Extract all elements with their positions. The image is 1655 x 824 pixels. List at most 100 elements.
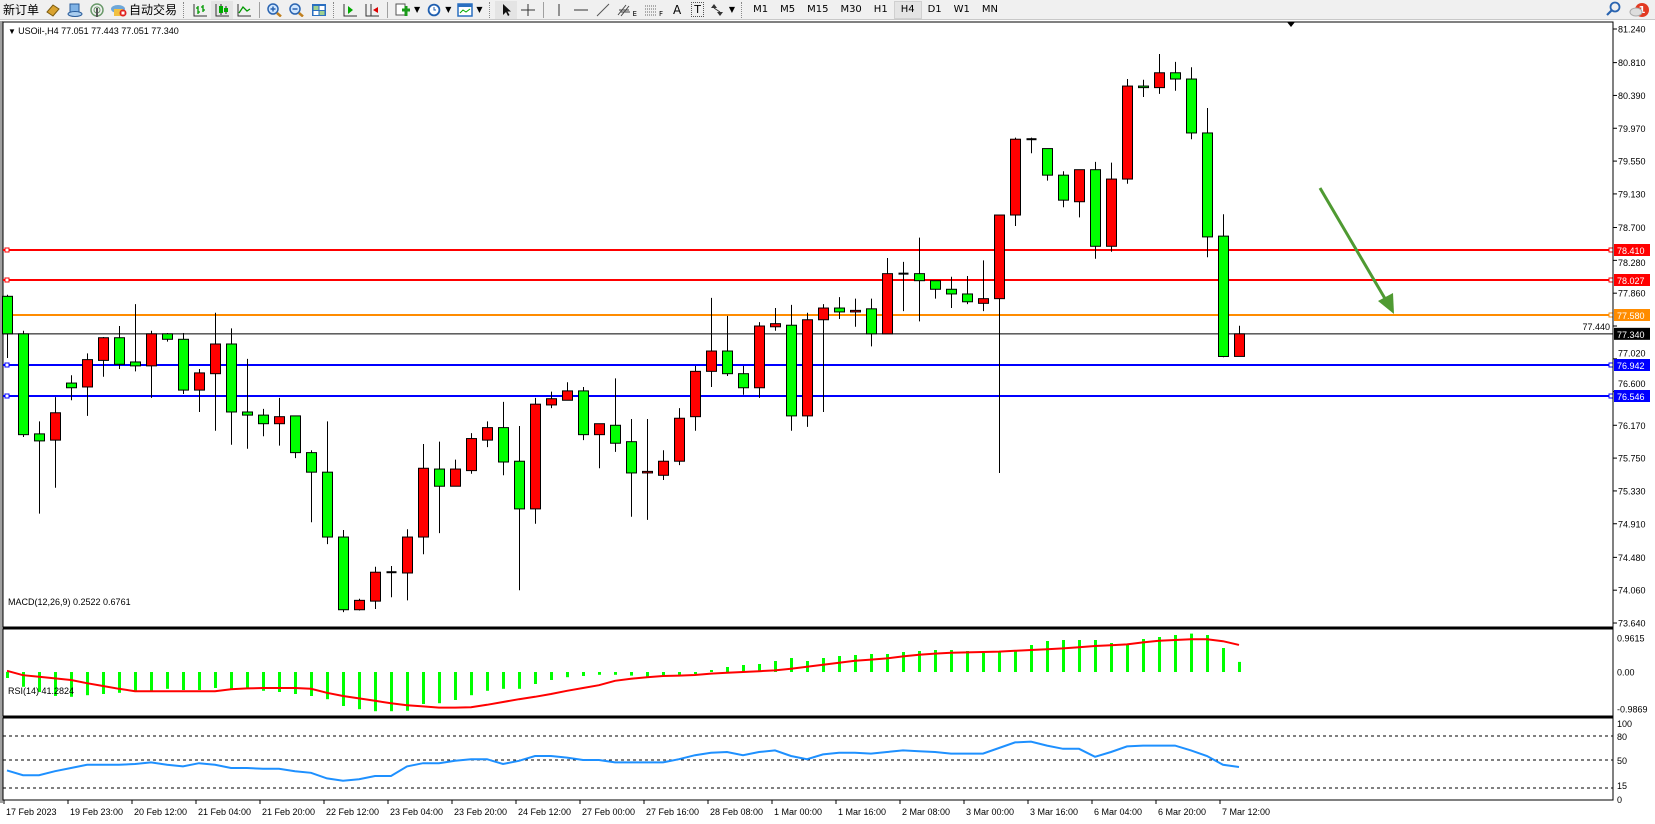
navigator-button[interactable] [64,1,86,19]
cursor-button[interactable] [494,0,517,19]
horizontal-line-button[interactable] [570,1,592,19]
time-axis-label: 1 Mar 16:00 [838,807,886,817]
line-chart-button[interactable] [233,1,255,19]
down-arrow-annotation[interactable] [1318,187,1389,303]
candle-body [418,467,429,538]
equidistant-channel-button[interactable]: E [614,1,640,19]
trendline-button[interactable] [592,1,614,19]
chat-button[interactable]: 1 [1629,3,1649,17]
timeframe-m15[interactable]: M15 [807,4,829,15]
templates-button[interactable]: ▼ [454,1,485,19]
symbol-menu-triangle-icon[interactable]: ▼ [8,27,19,36]
macd-histogram-bar [1126,644,1129,672]
level-price-tag [1614,359,1650,371]
macd-histogram-bar [166,672,169,689]
timeframe-mn[interactable]: MN [981,4,998,15]
candlestick-icon [214,3,230,17]
vertical-line-button[interactable] [548,1,570,19]
candle-body [722,350,733,375]
text-tool-button[interactable]: A [666,1,688,19]
zoom-out-button[interactable] [286,1,308,19]
price-axis-label: 77.860 [1618,289,1646,299]
auto-scroll-button[interactable] [339,1,361,19]
timeframe-m5[interactable]: M5 [780,4,796,15]
timeframe-w1[interactable]: W1 [953,4,970,15]
timeframe-m1[interactable]: M1 [753,4,769,15]
tile-windows-button[interactable] [308,1,330,19]
chart-shift-marker-icon[interactable] [1287,22,1295,27]
chart-window[interactable]: 81.240 80.810 80.390 79.970 79.550 79.130 78.7… [0,21,1655,824]
candle-body [306,452,317,473]
timeframe-m30[interactable]: M30 [840,4,862,15]
macd-histogram-bar [902,652,905,672]
timeframe-h4[interactable]: H4 [893,0,922,19]
macd-histogram-bar [790,658,793,672]
search-button[interactable] [1605,1,1621,20]
candle-body [114,337,125,365]
fibo-retracement-button[interactable]: F [640,1,666,19]
candle-body [562,390,573,401]
arrows-button[interactable]: ▼ [707,1,738,19]
level-anchor-handle[interactable] [1608,312,1614,318]
price-axis-label: 79.550 [1618,157,1646,167]
level-anchor-handle[interactable] [4,277,10,283]
candle-body [322,471,333,538]
macd-histogram-bar [1046,641,1049,672]
macd-histogram-bar [742,665,745,672]
text-label-button[interactable]: T [688,1,707,19]
bar-chart-button[interactable] [189,1,211,19]
macd-histogram-bar [134,672,137,691]
candle-body [674,417,685,462]
macd-histogram-bar [950,650,953,672]
price-axis-label: 78.280 [1618,258,1646,268]
macd-histogram-bar [454,672,457,700]
signals-button[interactable] [86,1,108,19]
candle-body [658,460,669,476]
metaeditor-icon [45,3,61,17]
level-anchor-handle[interactable] [1608,247,1614,253]
auto-trading-button[interactable]: 自动交易 [108,1,180,19]
candle-body [1010,138,1021,216]
macd-histogram-bar [966,651,969,672]
macd-histogram-bar [230,672,233,690]
new-order-button[interactable]: 新订单 [0,1,42,19]
macd-histogram-bar [470,672,473,696]
dropdown-arrow-icon: ▼ [728,5,736,14]
price-axis-label: 76.600 [1618,379,1646,389]
periods-icon [426,3,442,17]
level-anchor-handle[interactable] [1608,393,1614,399]
level-anchor-handle[interactable] [1608,277,1614,283]
toolbar-separator [387,1,389,18]
timeframe-d1[interactable]: D1 [927,4,942,15]
timeframe-h1[interactable]: H1 [873,4,888,15]
price-axis-label: 76.170 [1618,421,1646,431]
level-price-tag [1614,274,1650,286]
zoom-in-button[interactable] [264,1,286,19]
macd-histogram-bar [262,672,265,691]
current-price-tag [1614,327,1650,340]
indicators-button[interactable]: ▼ [392,1,423,19]
candlestick-button[interactable] [211,0,234,19]
rsi-axis-label: 80 [1617,732,1627,742]
auto-scroll-icon [342,3,358,17]
candle-body [978,298,989,304]
candle-body [706,350,717,372]
time-axis-label: 27 Feb 16:00 [646,807,699,817]
periods-button[interactable]: ▼ [423,1,454,19]
level-anchor-handle[interactable] [4,362,10,368]
current-price-label: 77.340 [1617,330,1645,340]
macd-axis-label: 0.9615 [1617,634,1645,644]
level-anchor-handle[interactable] [4,393,10,399]
chart-header: ▼ USOil-,H4 77.051 77.443 77.051 77.340 [8,26,179,36]
crosshair-button[interactable] [517,1,539,19]
macd-histogram-bar [326,672,329,700]
level-anchor-handle[interactable] [1608,362,1614,368]
chart-shift-button[interactable] [361,1,383,19]
time-axis-label: 27 Feb 00:00 [582,807,635,817]
macd-histogram-bar [70,672,73,697]
metaeditor-button[interactable] [42,1,64,19]
level-anchor-handle[interactable] [4,247,10,253]
chart-canvas[interactable]: 81.240 80.810 80.390 79.970 79.550 79.130 78.7… [0,21,1655,824]
macd-histogram-bar [438,672,441,704]
candle-body [546,398,557,406]
